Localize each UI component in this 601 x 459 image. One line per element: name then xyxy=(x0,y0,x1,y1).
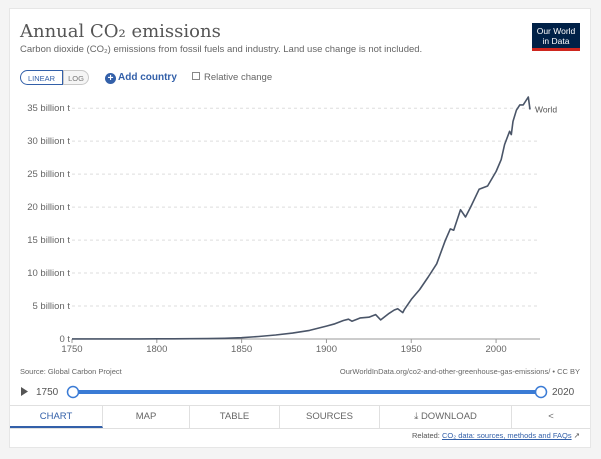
timeline-end-handle[interactable] xyxy=(534,385,548,399)
external-link-icon: ↗ xyxy=(573,431,580,440)
tab-map[interactable]: MAP xyxy=(103,406,190,428)
url-text[interactable]: OurWorldInData.org/co2-and-other-greenho… xyxy=(339,367,580,376)
timeline: 1750 2020 xyxy=(10,383,590,401)
chart-card: Annual CO₂ emissions Carbon dioxide (CO₂… xyxy=(9,8,591,448)
y-tick-label: 35 billion t xyxy=(27,103,70,114)
y-tick-label: 25 billion t xyxy=(27,169,70,180)
related-label: Related: xyxy=(411,431,440,440)
x-tick-label: 1900 xyxy=(316,344,337,355)
plus-icon: + xyxy=(105,73,116,84)
y-tick-label: 15 billion t xyxy=(27,235,70,246)
relative-change-toggle[interactable]: Relative change xyxy=(192,70,272,85)
line-chart: 0 t 5 billion t 10 billion t 15 billion t 20… xyxy=(27,96,557,355)
relative-change-label: Relative change xyxy=(204,72,273,83)
related-links: Related: CO₂ data: sources, methods and … xyxy=(412,431,580,440)
share-icon: < xyxy=(548,411,554,422)
related-link[interactable]: CO₂ data: sources, methods and FAQs xyxy=(441,431,572,440)
tab-sources[interactable]: SOURCES xyxy=(280,406,380,428)
owid-logo[interactable]: Our World in Data xyxy=(532,23,580,51)
series-label: World xyxy=(535,105,557,115)
chart-title: Annual CO₂ emissions xyxy=(20,21,221,42)
chart-subtitle: Carbon dioxide (CO₂) emissions from foss… xyxy=(20,44,423,55)
x-tick-label: 1750 xyxy=(61,344,82,355)
source-text: Source: Global Carbon Project xyxy=(20,367,122,376)
y-tick-label: 5 billion t xyxy=(33,301,71,312)
download-label: DOWNLOAD xyxy=(420,411,477,422)
y-tick-label: 20 billion t xyxy=(27,202,70,213)
logo-line-2: in Data xyxy=(542,35,570,46)
linear-scale-button[interactable]: LINEAR xyxy=(20,70,63,85)
share-button[interactable]: < xyxy=(512,406,590,428)
timeline-start-handle[interactable] xyxy=(66,385,80,399)
checkbox-icon xyxy=(192,72,200,80)
x-tick-label: 1850 xyxy=(231,344,252,355)
x-tick-label: 2000 xyxy=(486,344,507,355)
log-scale-button[interactable]: LOG xyxy=(63,70,89,85)
series-line-world[interactable] xyxy=(72,96,531,340)
timeline-svg: 1750 2020 xyxy=(21,385,575,399)
add-country-button[interactable]: + Add country xyxy=(105,70,177,85)
tab-chart[interactable]: CHART xyxy=(10,406,103,428)
tab-bar: CHART MAP TABLE SOURCES ⤓ DOWNLOAD < xyxy=(10,405,590,429)
timeline-end-label: 2020 xyxy=(552,387,575,398)
add-country-label: Add country xyxy=(118,72,177,83)
y-tick-label: 10 billion t xyxy=(27,268,70,279)
download-icon: ⤓ xyxy=(414,411,421,422)
timeline-start-label: 1750 xyxy=(36,387,59,398)
tab-download[interactable]: ⤓ DOWNLOAD xyxy=(380,406,512,428)
play-icon[interactable] xyxy=(21,387,28,396)
tab-table[interactable]: TABLE xyxy=(190,406,280,428)
x-tick-label: 1800 xyxy=(146,344,167,355)
x-tick-label: 1950 xyxy=(401,344,422,355)
logo-line-1: Our World xyxy=(536,26,576,36)
timeline-track[interactable] xyxy=(73,390,541,394)
y-tick-label: 0 t xyxy=(59,334,70,345)
y-tick-label: 30 billion t xyxy=(27,136,70,147)
